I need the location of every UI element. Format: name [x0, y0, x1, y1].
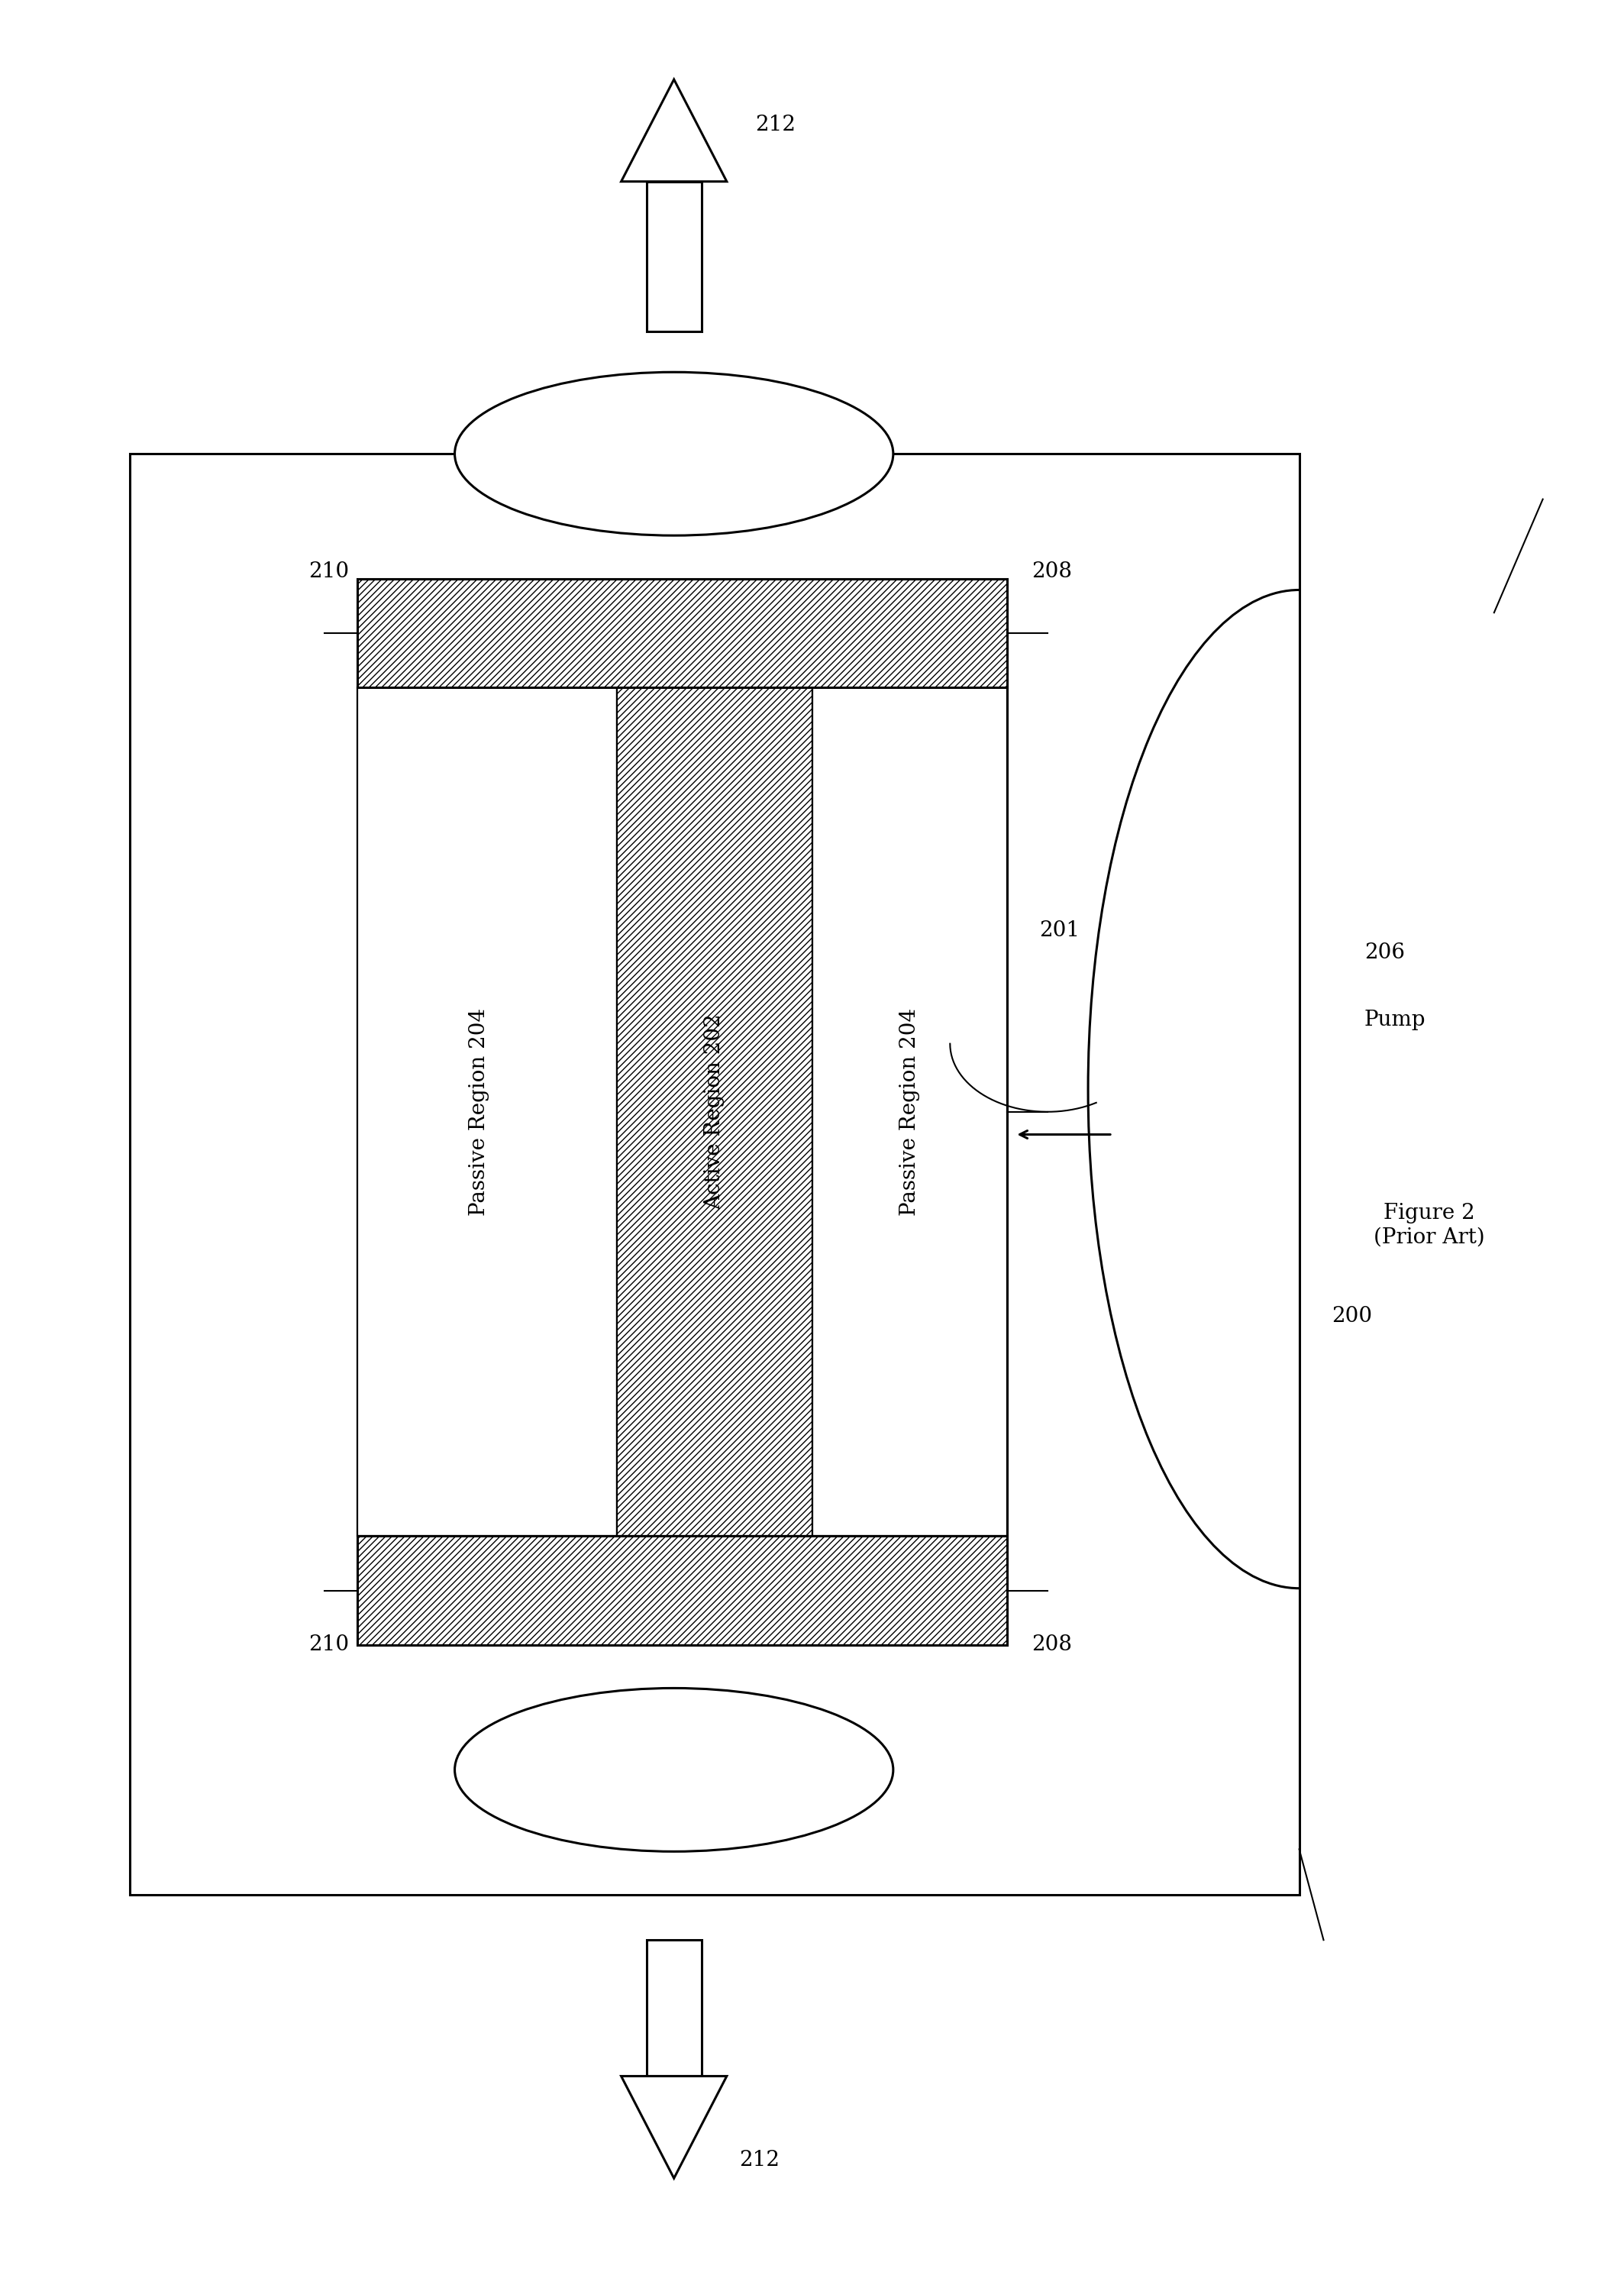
Text: 210: 210 — [309, 1634, 349, 1656]
Text: 208: 208 — [1031, 1634, 1072, 1656]
Bar — [130, 454, 1299, 1895]
Polygon shape — [620, 2076, 726, 2178]
Text: Active Region 202: Active Region 202 — [705, 1014, 724, 1209]
Bar — [357, 579, 1007, 688]
Text: 200: 200 — [1332, 1305, 1372, 1327]
Bar — [646, 182, 702, 331]
Text: 212: 212 — [739, 2149, 780, 2171]
Bar — [617, 688, 812, 1536]
Text: Pump: Pump — [1364, 1010, 1426, 1030]
Bar — [646, 1940, 702, 2076]
Text: 210: 210 — [309, 560, 349, 583]
Text: 201: 201 — [1039, 919, 1080, 942]
Bar — [357, 1536, 1007, 1645]
Text: 206: 206 — [1364, 942, 1405, 964]
Text: 208: 208 — [1031, 560, 1072, 583]
Polygon shape — [620, 79, 726, 182]
Bar — [812, 688, 1007, 1536]
Text: Figure 2
(Prior Art): Figure 2 (Prior Art) — [1374, 1203, 1484, 1248]
Text: 212: 212 — [755, 113, 796, 136]
Bar — [357, 688, 617, 1536]
Text: Passive Region 204: Passive Region 204 — [469, 1007, 489, 1216]
Bar — [357, 579, 1007, 1645]
Ellipse shape — [455, 372, 893, 535]
Text: Passive Region 204: Passive Region 204 — [900, 1007, 919, 1216]
Ellipse shape — [455, 1688, 893, 1852]
